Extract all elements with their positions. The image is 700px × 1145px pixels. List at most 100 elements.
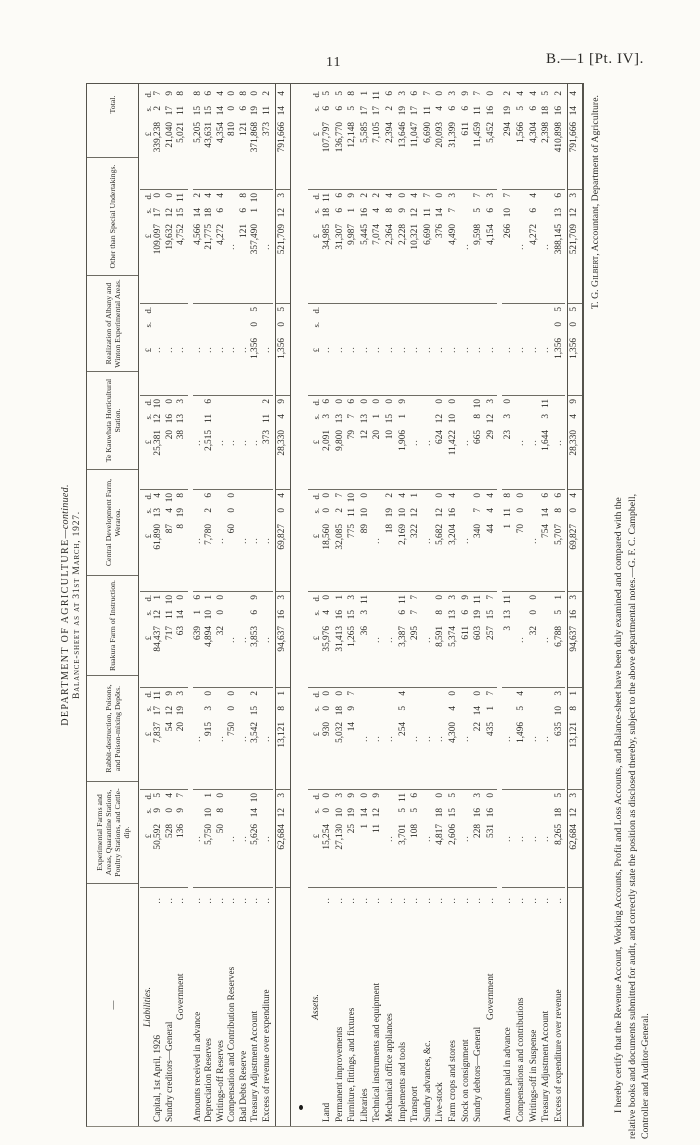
amount-pounds: 8: [176, 524, 186, 529]
total-cell: 62,684 12 3: [276, 790, 290, 888]
money-cell: 4,272 6 4: [527, 190, 541, 304]
table-row: Transport 108 5 6.. 295 7 7 322 12 1.... 10,321 12 4…: [409, 84, 422, 1126]
total-cell: 69,827 0 4: [276, 490, 290, 592]
amount-shillings: 19: [384, 508, 395, 518]
amount-pence: 6: [553, 493, 564, 498]
money-cell: 775 11 10: [346, 490, 359, 592]
amount-pence: 3: [397, 91, 408, 96]
amount-pounds: 87: [164, 524, 175, 534]
amount-shillings: 17: [164, 106, 175, 116]
amount-pounds: 62,684: [569, 824, 580, 850]
pound-sign: £: [311, 636, 321, 641]
amount-shillings: 3: [503, 414, 514, 419]
money-cell: ..: [459, 396, 473, 490]
amount-pence: 0: [435, 595, 446, 600]
amount-pounds: 7,074: [372, 224, 383, 245]
amount-pence: 5: [553, 307, 564, 312]
amount-shillings: 0: [322, 808, 332, 813]
money-cell: 528 0 4: [164, 790, 176, 888]
total-cell: 791,666 14 4: [568, 88, 583, 190]
money-cell: 8,265 18 5: [552, 790, 566, 888]
leader-dots: [371, 888, 384, 904]
amount-pence: 4: [204, 193, 214, 198]
row-label: Farm crops and stores: [447, 1040, 458, 1122]
amount-pence: 5: [334, 91, 345, 96]
amount-shillings: 19: [473, 610, 484, 620]
amount-shillings: 7: [410, 610, 421, 615]
table-row: Implements and tools 3,701 5 11 254 5 4 3,387 6 1…: [396, 84, 410, 1126]
money-cell: ..: [204, 304, 216, 396]
pound-sign: £: [311, 534, 321, 539]
amount-pence: 0: [447, 399, 458, 404]
amount-pounds: 4,817: [435, 824, 446, 845]
money-cell: ..: [215, 490, 227, 592]
money-cell: ..: [261, 790, 273, 888]
row-label: Amounts paid in advance: [503, 1027, 514, 1122]
total-row: 62,684 12 3 13,121 8 1 94,637 16 3 69,827 0 4 28,330…: [275, 84, 291, 1126]
amount-pounds: 136,770: [334, 122, 345, 153]
amount-pence: 5: [277, 307, 287, 312]
amount-pence: 6: [541, 493, 552, 498]
leader-dots: [502, 888, 515, 904]
amount-shillings: 5: [397, 706, 408, 711]
amount-pounds: 25,381: [153, 430, 163, 456]
money-cell: ..: [227, 304, 239, 396]
table-row: Sundry creditors—General 528 0 4 54 12 9 717 11 1…: [164, 84, 176, 1126]
amount-pence: 3: [473, 793, 484, 798]
money-cell: ..: [192, 490, 204, 592]
amount-shillings: 14: [176, 610, 186, 620]
column-header: Ruakura Farm of Instruction.: [87, 576, 138, 676]
amount-pence: 4: [515, 691, 526, 696]
amount-shillings: 11: [422, 106, 433, 115]
row-label-cell: Treasury Adjustment Account: [540, 888, 553, 1126]
amount-shillings: 16: [485, 808, 496, 818]
amount-pence: 0: [384, 399, 395, 404]
column-header: Te Kauwhata Horticultural Station.: [87, 372, 138, 470]
money-cell: ..: [371, 490, 384, 592]
lsd-header: £ s. d.: [308, 790, 321, 888]
amount-shillings: 11: [347, 508, 358, 517]
amount-shillings: 0: [227, 106, 237, 111]
amount-pounds: 5,750: [204, 824, 214, 845]
money-cell: 20 16 0: [164, 396, 176, 490]
row-label-cell: Treasury Adjustment Account: [250, 888, 262, 1126]
money-cell: ..: [238, 592, 250, 688]
money-cell: ..: [261, 304, 273, 396]
money-cell: 38 13 3: [176, 396, 188, 490]
pence-sign: d.: [143, 493, 153, 500]
amount-pounds: 69,827: [569, 524, 580, 550]
amount-pounds: 18: [384, 524, 395, 534]
total-cell: 62,684 12 3: [568, 790, 583, 888]
amount-pounds: 20,093: [435, 122, 446, 148]
lsd-header: £ s. d.: [140, 490, 153, 592]
leader-dots: [397, 888, 410, 904]
money-cell: 31,307 6 6: [333, 190, 347, 304]
money-cell: 3,853 6 9: [250, 592, 262, 688]
amount-pounds: 3: [503, 626, 514, 631]
lsd-header: £ s. d.: [140, 190, 153, 304]
row-label-cell: Farm crops and stores: [447, 888, 460, 1126]
leader-dots: [528, 888, 541, 904]
amount-pounds: 4,894: [204, 626, 214, 647]
lsd-header: £ s. d.: [140, 688, 153, 790]
amount-pounds: 521,709: [277, 224, 287, 255]
amount-shillings: 19: [176, 706, 186, 716]
amount-pounds: 376: [435, 224, 446, 238]
table-row: Amounts received in advance.... 639 1 6....…: [192, 84, 204, 1126]
money-cell: 2,606 15 5: [446, 790, 460, 888]
amount-pounds: 3,387: [397, 626, 408, 647]
amount-pence: 6: [347, 399, 358, 404]
amount-shillings: 12: [277, 808, 287, 818]
amount-pounds: 1,356: [250, 338, 260, 359]
money-cell: 322 12 1: [409, 490, 422, 592]
amount-pounds: 294: [503, 122, 514, 136]
amount-pounds: 266: [503, 224, 514, 238]
amount-pounds: 10,321: [410, 224, 421, 250]
money-cell: ..: [459, 790, 473, 888]
amount-shillings: 12: [372, 808, 383, 818]
amount-shillings: 19: [397, 106, 408, 116]
money-cell: ..: [502, 688, 515, 790]
amount-pounds: 9,598: [473, 224, 484, 245]
amount-pounds: 8,591: [435, 626, 446, 647]
